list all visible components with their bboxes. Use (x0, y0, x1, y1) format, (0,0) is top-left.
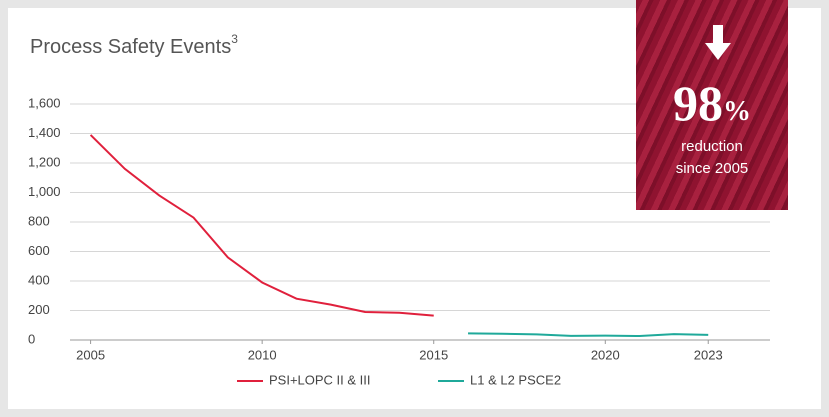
y-tick-label: 600 (28, 243, 50, 258)
page: Process Safety Events3 0 200 400 600 800 1,00… (0, 0, 829, 417)
y-tick-label: 0 (28, 331, 35, 346)
title-text: Process Safety Events (30, 36, 231, 58)
y-tick-label: 1,400 (28, 125, 61, 140)
callout-unit: % (723, 96, 751, 127)
arrow-icon (636, 0, 788, 70)
legend-label: L1 & L2 PSCE2 (470, 372, 561, 387)
x-tick-label: 2010 (248, 347, 277, 362)
x-tick-label: 2005 (76, 347, 105, 362)
callout: 98% reduction since 2005 (636, 0, 788, 210)
series-line (91, 135, 434, 316)
callout-line: since 2005 (636, 160, 788, 177)
legend-label: PSI+LOPC II & III (269, 372, 371, 387)
y-tick-label: 800 (28, 213, 50, 228)
y-tick-label: 1,200 (28, 154, 61, 169)
x-tick-label: 2015 (419, 347, 448, 362)
arrow (705, 25, 731, 60)
callout-line: reduction (636, 138, 788, 155)
callout-value: 98% (636, 78, 788, 128)
x-tick-label: 2020 (591, 347, 620, 362)
series-line (468, 333, 708, 336)
title-note: 3 (231, 32, 238, 46)
callout-number: 98 (673, 75, 723, 131)
chart-title: Process Safety Events3 (30, 32, 238, 58)
x-tick-label: 2023 (694, 347, 723, 362)
y-tick-label: 1,000 (28, 184, 61, 199)
y-tick-label: 1,600 (28, 95, 61, 110)
y-tick-label: 400 (28, 272, 50, 287)
y-tick-label: 200 (28, 302, 50, 317)
